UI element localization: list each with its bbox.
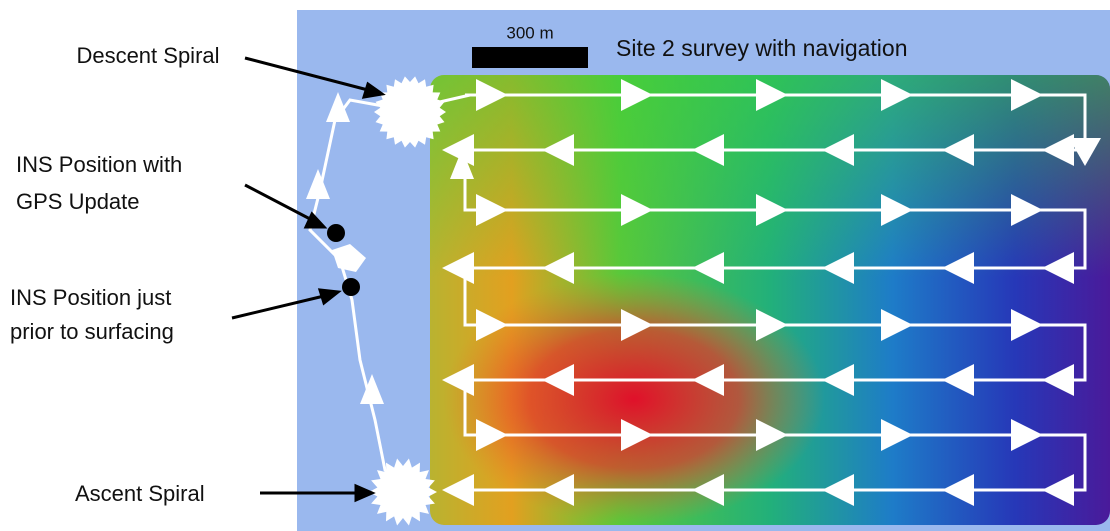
track-arrow (822, 364, 854, 396)
track-arrow (1069, 138, 1101, 166)
track-arrow (692, 474, 724, 506)
track-arrow (822, 252, 854, 284)
track-arrow (756, 419, 788, 451)
track-arrow (942, 134, 974, 166)
track-arrow (942, 364, 974, 396)
track-arrow (621, 194, 653, 226)
track-arrow (442, 134, 474, 166)
track-arrow (881, 419, 913, 451)
label-descent: Descent Spiral (76, 43, 219, 68)
track-arrow (822, 474, 854, 506)
track-arrow (1042, 134, 1074, 166)
track-arrow (756, 79, 788, 111)
track-arrow (1042, 252, 1074, 284)
label-gps-update: GPS Update (16, 189, 140, 214)
track-arrow (476, 309, 508, 341)
track-arrow (1011, 194, 1043, 226)
scale-label: 300 m (506, 23, 553, 42)
track-arrow (756, 309, 788, 341)
track-arrow (360, 374, 384, 404)
track-arrow (881, 79, 913, 111)
track-arrow (621, 79, 653, 111)
bathymetry (430, 75, 1110, 525)
track-arrow (942, 474, 974, 506)
track-arrow (692, 364, 724, 396)
surfacing-position (342, 278, 360, 296)
track-arrow (881, 194, 913, 226)
track-arrow (822, 134, 854, 166)
track-arrow (450, 149, 474, 179)
track-arrow (1011, 79, 1043, 111)
track-arrow (621, 309, 653, 341)
ascent-spiral (369, 458, 437, 526)
track-arrow (476, 419, 508, 451)
track-arrow (1011, 419, 1043, 451)
track-arrow (326, 92, 350, 122)
figure-title: Site 2 survey with navigation (616, 35, 908, 61)
gps-update-position (327, 224, 345, 242)
track-arrow (756, 194, 788, 226)
track-arrow (942, 252, 974, 284)
spiral-fragment (332, 244, 366, 272)
track-arrow (881, 309, 913, 341)
descent-spiral (374, 76, 446, 148)
track-arrow (542, 474, 574, 506)
track-arrow (442, 252, 474, 284)
track-arrow (306, 169, 330, 199)
scale-bar (472, 47, 588, 68)
track-arrow (1042, 474, 1074, 506)
track-arrow (476, 194, 508, 226)
label-surfacing: INS Position just (10, 285, 171, 310)
label-gps-update: INS Position with (16, 152, 182, 177)
track-arrow (476, 79, 508, 111)
track-arrow (692, 252, 724, 284)
track-arrow (542, 134, 574, 166)
track-arrow (692, 134, 724, 166)
track-arrow (442, 364, 474, 396)
track-arrows (306, 79, 1101, 506)
track-arrow (1042, 364, 1074, 396)
callout-arrows (231, 56, 386, 503)
track-arrow (442, 474, 474, 506)
track-arrow (542, 364, 574, 396)
track-arrow (542, 252, 574, 284)
track-arrow (621, 419, 653, 451)
track-arrow (1011, 309, 1043, 341)
label-ascent: Ascent Spiral (75, 481, 205, 506)
label-surfacing: prior to surfacing (10, 319, 174, 344)
